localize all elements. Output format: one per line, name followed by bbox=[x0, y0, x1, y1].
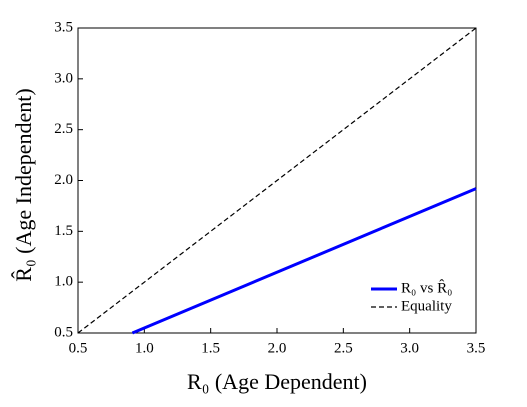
y-tick-label: 1.5 bbox=[54, 223, 73, 239]
y-axis-label: R̂₀ (Age Independent) bbox=[11, 88, 36, 281]
y-tick-label: 3.5 bbox=[54, 19, 73, 35]
x-tick-label: 2.5 bbox=[334, 340, 353, 356]
series-line bbox=[77, 27, 477, 334]
y-tick-label: 1.0 bbox=[54, 274, 73, 290]
y-tick-label: 0.5 bbox=[54, 324, 73, 340]
x-tick-label: 1.0 bbox=[135, 340, 154, 356]
y-tick-label: 2.0 bbox=[54, 172, 73, 188]
x-tick-label: 1.5 bbox=[201, 340, 220, 356]
y-tick-label: 3.0 bbox=[54, 70, 73, 86]
x-axis-label: R₀ (Age Dependent) bbox=[187, 369, 367, 394]
legend-label: R₀ vs R̂₀ bbox=[401, 279, 452, 296]
x-tick-label: 2.0 bbox=[268, 340, 287, 356]
y-tick-label: 2.5 bbox=[54, 121, 73, 137]
x-tick-label: 3.0 bbox=[400, 340, 419, 356]
series-line bbox=[131, 187, 477, 335]
legend-label: Equality bbox=[401, 298, 452, 314]
x-tick-label: 0.5 bbox=[69, 340, 88, 356]
x-tick-label: 3.5 bbox=[467, 340, 486, 356]
